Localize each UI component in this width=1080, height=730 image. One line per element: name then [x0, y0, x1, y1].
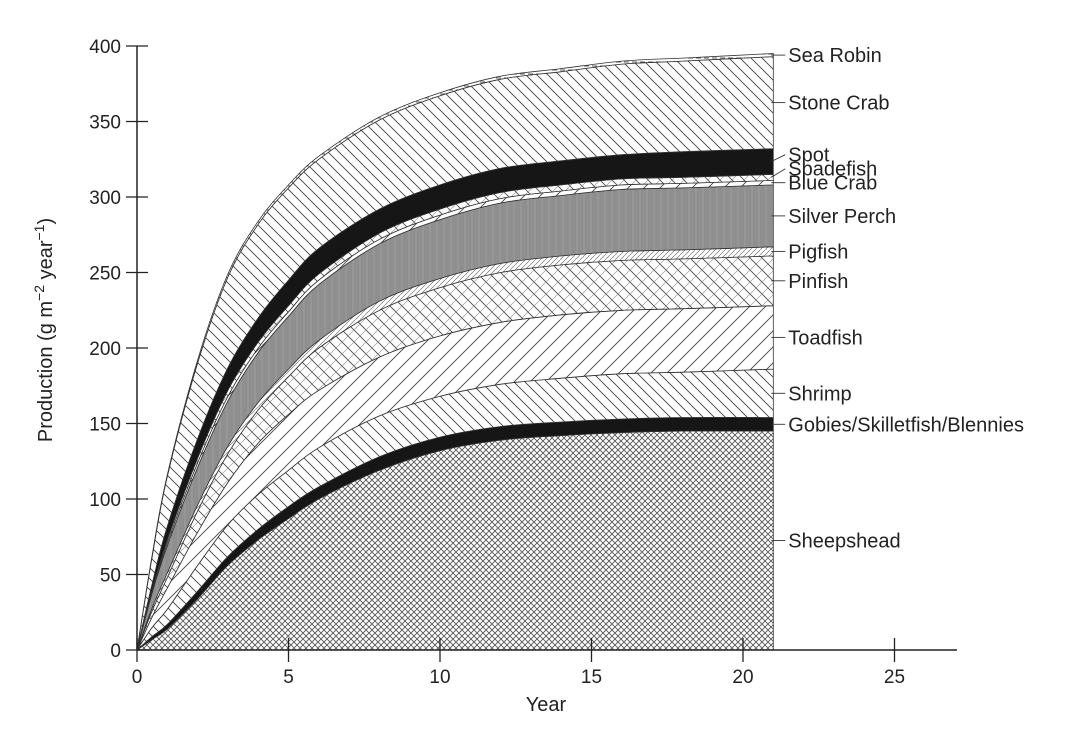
x-axis-title: Year [526, 694, 567, 716]
y-axis-title: Production (g m−2 year−1) [31, 218, 57, 442]
x-tick-label: 5 [283, 667, 294, 688]
y-tick-label: 100 [89, 490, 121, 511]
y-ticks: 0 50 100 150 200 250 300 350 400 [89, 37, 148, 662]
x-tick-label: 15 [581, 667, 602, 688]
series-label-pinfish: Pinfish [788, 271, 848, 293]
y-tick-label: 300 [89, 188, 121, 209]
series-label-gobies-skilletfish-blennies: Gobies/Skilletfish/Blennies [788, 414, 1024, 436]
series-areas [135, 53, 774, 651]
series-label-toadfish: Toadfish [788, 327, 863, 349]
series-label-sheepshead: Sheepshead [788, 531, 900, 553]
x-tick-label: 10 [429, 667, 450, 688]
series-label-silver-perch: Silver Perch [788, 206, 896, 228]
y-tick-label: 350 [89, 113, 121, 134]
y-tick-label: 150 [89, 415, 121, 436]
series-label-stone-crab: Stone Crab [788, 93, 889, 115]
y-tick-label: 400 [89, 37, 121, 58]
series-label-blue-crab: Blue Crab [788, 173, 877, 195]
x-tick-label: 20 [732, 667, 753, 688]
x-ticks: 0 5 10 15 20 25 [132, 638, 905, 688]
y-tick-label: 250 [89, 264, 121, 285]
y-tick-label: 50 [100, 566, 121, 587]
y-tick-label: 0 [110, 641, 121, 662]
series-label-spadefish: Spadefish [788, 159, 877, 181]
series-label-shrimp: Shrimp [788, 383, 851, 405]
series-labels: Sheepshead Gobies/Skilletfish/Blennies Shr… [771, 45, 1024, 553]
label-leader-line [771, 168, 786, 178]
series-label-sea-robin: Sea Robin [788, 45, 881, 67]
y-tick-label: 200 [89, 339, 121, 360]
x-tick-label: 25 [884, 667, 905, 688]
label-leader-line [771, 154, 786, 162]
series-label-pigfish: Pigfish [788, 241, 848, 263]
series-label-spot: Spot [788, 145, 830, 167]
x-tick-label: 0 [132, 667, 143, 688]
